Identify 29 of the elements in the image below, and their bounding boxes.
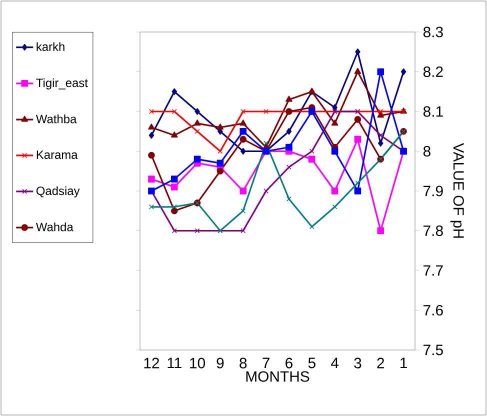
x-tick-label: 2	[377, 358, 384, 368]
y-axis-title: VALUE OF pH	[450, 143, 464, 238]
x-tick-label: 10	[190, 358, 206, 368]
y-tick-label: 7.7	[424, 265, 443, 276]
legend-label: Tigir_east	[36, 78, 88, 90]
x-tick-label: 1	[400, 358, 407, 368]
y-tick-label: 8.1	[423, 106, 443, 117]
y-tick-label: 7.8	[424, 225, 443, 236]
x-tick-label: 11	[168, 358, 182, 368]
legend-label: Qadsiay	[36, 186, 80, 198]
x-tick-label: 4	[330, 358, 339, 368]
x-tick-label: 9	[216, 358, 224, 368]
x-axis-title: MONTHS	[246, 371, 310, 382]
legend-label: Wathba	[36, 114, 77, 124]
x-tick-label: 7	[262, 358, 270, 368]
y-tick-label: 8.3	[423, 26, 443, 38]
y-tick-label: 8	[423, 146, 430, 157]
x-tick-label: 8	[240, 358, 247, 368]
x-tick-label: 3	[354, 358, 362, 368]
y-tick-label: 7.6	[424, 304, 443, 316]
x-tick-label: 6	[286, 358, 292, 368]
x-tick-label: 5	[308, 358, 316, 368]
y-tick-label: 7.9	[424, 186, 443, 196]
legend-label: Karama	[36, 150, 78, 159]
y-tick-label: 8.2	[423, 66, 443, 78]
y-tick-label: 7.5	[424, 344, 443, 356]
legend-label: Wahda	[36, 222, 74, 232]
x-tick-label: 12	[144, 358, 160, 368]
legend-label: karkh	[36, 42, 64, 51]
